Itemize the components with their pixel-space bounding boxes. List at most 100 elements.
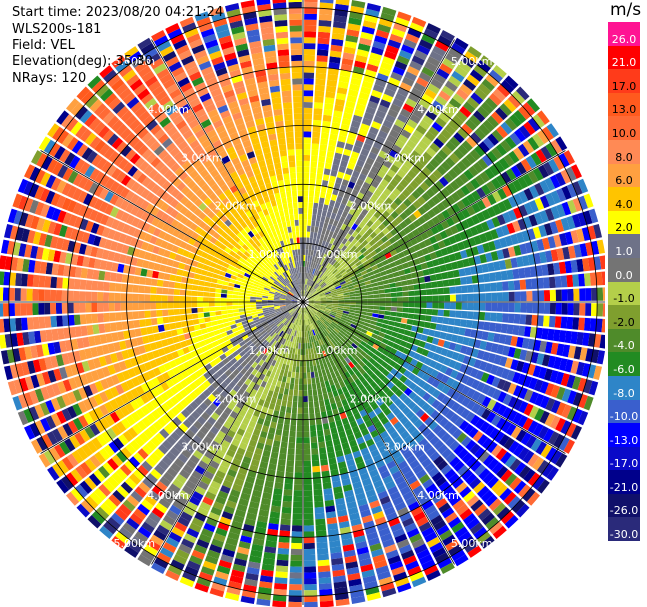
velocity-gate	[382, 349, 390, 357]
velocity-gate	[97, 313, 104, 323]
velocity-gate	[351, 321, 358, 326]
velocity-gate	[320, 185, 327, 193]
velocity-gate	[322, 314, 328, 320]
velocity-gate	[394, 206, 404, 215]
velocity-gate	[336, 221, 343, 229]
velocity-gate	[429, 274, 437, 282]
velocity-gate	[335, 98, 345, 107]
velocity-gate	[486, 181, 497, 193]
velocity-gate	[110, 272, 117, 282]
velocity-gate	[512, 268, 520, 279]
velocity-gate	[315, 518, 326, 526]
velocity-gate	[399, 340, 408, 348]
velocity-gate	[373, 160, 382, 170]
velocity-gate	[459, 83, 473, 96]
velocity-gate	[436, 428, 447, 439]
velocity-gate	[517, 176, 528, 189]
velocity-gate	[368, 239, 376, 247]
velocity-gate	[314, 276, 319, 283]
velocity-gate	[341, 154, 350, 162]
velocity-gate	[402, 291, 409, 297]
velocity-gate	[115, 321, 123, 331]
velocity-gate	[578, 195, 588, 210]
velocity-gate	[374, 227, 382, 235]
velocity-gate	[335, 314, 342, 319]
velocity-gate	[351, 278, 358, 283]
velocity-gate	[400, 129, 412, 139]
velocity-gate	[378, 67, 391, 77]
velocity-gate	[499, 103, 513, 117]
velocity-gate	[384, 88, 396, 98]
velocity-gate	[275, 565, 289, 573]
velocity-gate	[308, 296, 314, 300]
velocity-gate	[539, 410, 550, 424]
velocity-gate	[439, 364, 448, 374]
velocity-gate	[388, 402, 398, 412]
velocity-gate	[316, 270, 321, 277]
velocity-gate	[336, 274, 343, 280]
velocity-gate	[332, 252, 338, 259]
velocity-gate	[573, 288, 580, 301]
velocity-gate	[349, 307, 356, 311]
velocity-gate	[516, 86, 530, 101]
velocity-gate	[355, 302, 362, 305]
velocity-gate	[316, 382, 321, 390]
velocity-gate	[322, 393, 329, 400]
velocity-gate	[491, 111, 504, 125]
velocity-gate	[331, 293, 338, 296]
velocity-gate	[115, 312, 122, 321]
velocity-gate	[325, 294, 332, 297]
velocity-gate	[500, 420, 512, 433]
velocity-gate	[547, 328, 555, 341]
velocity-gate	[307, 294, 313, 299]
velocity-gate	[306, 354, 309, 361]
velocity-gate	[370, 146, 380, 155]
velocity-gate	[315, 179, 322, 186]
velocity-gate	[394, 60, 408, 71]
velocity-gate	[474, 464, 486, 476]
velocity-gate	[371, 46, 384, 56]
velocity-gate	[403, 378, 413, 387]
velocity-gate	[490, 364, 499, 375]
velocity-gate	[419, 283, 426, 290]
velocity-gate	[79, 291, 86, 302]
velocity-gate	[342, 325, 349, 331]
velocity-gate	[567, 245, 576, 259]
velocity-gate	[456, 200, 466, 211]
velocity-gate	[534, 182, 545, 196]
velocity-gate	[338, 354, 345, 362]
velocity-gate	[543, 277, 550, 289]
velocity-gate	[367, 294, 374, 299]
velocity-gate	[452, 164, 463, 176]
velocity-gate	[333, 110, 343, 118]
velocity-gate	[435, 116, 447, 128]
velocity-gate	[395, 281, 402, 287]
velocity-gate	[504, 357, 513, 369]
velocity-gate	[367, 246, 375, 254]
velocity-gate	[513, 443, 525, 457]
velocity-gate	[467, 293, 474, 302]
velocity-gate	[344, 364, 352, 371]
velocity-gate	[573, 346, 582, 360]
velocity-gate	[399, 211, 408, 221]
velocity-gate	[92, 269, 100, 280]
velocity-gate	[321, 323, 327, 330]
velocity-gate	[133, 319, 141, 328]
velocity-gate	[435, 249, 443, 258]
velocity-gate	[97, 292, 104, 302]
velocity-gate	[429, 451, 441, 462]
velocity-gate	[319, 376, 324, 383]
velocity-gate	[361, 357, 369, 365]
velocity-gate	[303, 237, 307, 244]
velocity-gate	[314, 295, 320, 299]
velocity-gate	[326, 299, 333, 301]
velocity-gate	[481, 196, 492, 208]
velocity-gate	[460, 185, 471, 196]
velocity-gate	[445, 184, 455, 195]
velocity-gate	[176, 269, 184, 276]
velocity-gate	[394, 321, 401, 328]
velocity-gate	[399, 82, 412, 92]
velocity-gate	[421, 373, 431, 382]
velocity-gate	[321, 126, 330, 134]
velocity-gate	[418, 256, 426, 264]
